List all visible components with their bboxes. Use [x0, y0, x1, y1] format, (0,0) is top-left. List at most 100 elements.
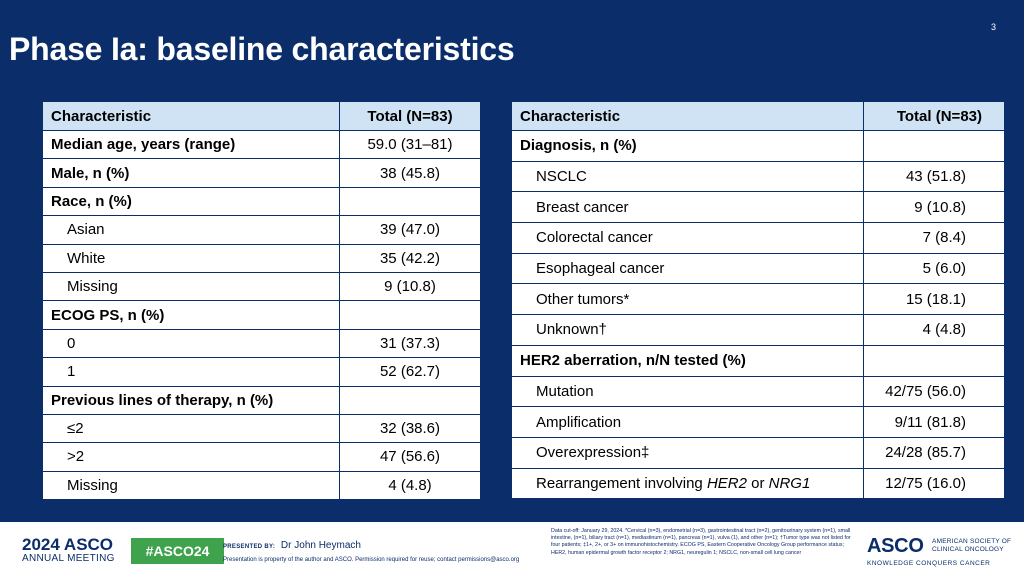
footnote: Data cut-off: January 29, 2024. *Cervica… [551, 528, 851, 556]
table-row: 1 52 (62.7) [42, 357, 481, 387]
table-row: Overexpression‡ 24/28 (85.7) [511, 436, 1005, 469]
table-row: Rearrangement involving HER2 or NRG1 12/… [511, 467, 1005, 500]
row-value [339, 385, 481, 415]
row-label: Overexpression‡ [511, 436, 864, 469]
header-characteristic: Characteristic [42, 101, 340, 131]
row-value: 38 (45.8) [339, 158, 481, 188]
row-label: Breast cancer [511, 191, 864, 224]
table-row: Diagnosis, n (%) [511, 130, 1005, 162]
header-total: Total (N=83) [863, 101, 1005, 131]
property-notice: Presentation is property of the author a… [223, 557, 520, 563]
table-row: Esophageal cancer 5 (6.0) [511, 252, 1005, 285]
table-row: Previous lines of therapy, n (%) [42, 385, 481, 415]
row-value: 59.0 (31–81) [339, 129, 481, 160]
row-value: 39 (47.0) [339, 215, 481, 245]
table-row: Other tumors* 15 (18.1) [511, 283, 1005, 316]
row-label: Unknown† [511, 314, 864, 346]
row-value: 9 (10.8) [339, 271, 481, 302]
row-value: 9/11 (81.8) [863, 406, 1005, 438]
table-row: White 35 (42.2) [42, 243, 481, 273]
table-row: Missing 4 (4.8) [42, 470, 481, 501]
row-value: 5 (6.0) [863, 252, 1005, 285]
row-value: 12/75 (16.0) [863, 467, 1005, 500]
row-value: 47 (56.6) [339, 442, 481, 472]
row-label: Race, n (%) [42, 186, 340, 217]
meeting-brand: 2024 ASCO [22, 535, 114, 554]
table-row: NSCLC 43 (51.8) [511, 160, 1005, 193]
header-total: Total (N=83) [339, 101, 481, 131]
row-label: Other tumors* [511, 283, 864, 316]
row-label: Male, n (%) [42, 158, 340, 188]
row-value: 52 (62.7) [339, 357, 481, 387]
table-row: Breast cancer 9 (10.8) [511, 191, 1005, 224]
row-value: 15 (18.1) [863, 283, 1005, 316]
row-label: Esophageal cancer [511, 252, 864, 285]
row-label: Missing [42, 271, 340, 302]
row-label: >2 [42, 442, 340, 472]
gene-name-her2: HER2 [706, 474, 747, 492]
row-label: Rearrangement involving HER2 or NRG1 [511, 467, 864, 500]
row-value [339, 300, 481, 330]
presented-by: PRESENTED BY: Dr John Heymach [223, 540, 361, 551]
table-row: ≤2 32 (38.6) [42, 413, 481, 444]
row-value [863, 344, 1005, 377]
row-label: Median age, years (range) [42, 129, 340, 160]
row-value: 4 (4.8) [863, 314, 1005, 346]
row-label: 0 [42, 328, 340, 359]
society-line-1: AMERICAN SOCIETY OF [932, 538, 1012, 545]
row-label: Mutation [511, 375, 864, 408]
table-row: >2 47 (56.6) [42, 442, 481, 472]
table-row: Colorectal cancer 7 (8.4) [511, 222, 1005, 254]
society-line-2: CLINICAL ONCOLOGY [932, 546, 1004, 553]
presented-by-label: PRESENTED BY: [223, 544, 276, 550]
row-label: 1 [42, 357, 340, 387]
table-row: Median age, years (range) 59.0 (31–81) [42, 129, 481, 160]
row-value: 31 (37.3) [339, 328, 481, 359]
presenter-name: Dr John Heymach [280, 540, 361, 551]
asco-annual-meeting-logo: 2024 ASCO ANNUAL MEETING [22, 536, 115, 565]
row-value: 32 (38.6) [339, 413, 481, 444]
row-value: 9 (10.8) [863, 191, 1005, 224]
row-label: Colorectal cancer [511, 222, 864, 254]
table-row: Mutation 42/75 (56.0) [511, 375, 1005, 408]
row-value [863, 130, 1005, 162]
row-label: ≤2 [42, 413, 340, 444]
asco-tagline: KNOWLEDGE CONQUERS CANCER [867, 560, 991, 567]
table-row: Unknown† 4 (4.8) [511, 314, 1005, 346]
table-row: ECOG PS, n (%) [42, 300, 481, 330]
row-value: 35 (42.2) [339, 243, 481, 273]
table-row: Missing 9 (10.8) [42, 271, 481, 302]
table-row: Amplification 9/11 (81.8) [511, 406, 1005, 438]
table-header-row: Characteristic Total (N=83) [511, 101, 1005, 131]
page-number: 3 [990, 22, 996, 32]
label-text: Rearrangement involving [536, 474, 707, 492]
baseline-table-right: Characteristic Total (N=83) Diagnosis, n… [511, 101, 1005, 500]
slide-background: 3 Phase Ia: baseline characteristics Cha… [0, 0, 1024, 522]
table-row: Race, n (%) [42, 186, 481, 217]
row-label: ECOG PS, n (%) [42, 300, 340, 330]
row-label: Asian [42, 215, 340, 245]
slide-title: Phase Ia: baseline characteristics [9, 31, 515, 67]
asco-wordmark: ASCO [867, 535, 924, 557]
header-characteristic: Characteristic [511, 101, 864, 131]
row-label: Amplification [511, 406, 864, 438]
row-label: Previous lines of therapy, n (%) [42, 385, 340, 415]
row-label: White [42, 243, 340, 273]
row-value: 42/75 (56.0) [863, 375, 1005, 408]
table-row: Male, n (%) 38 (45.8) [42, 158, 481, 188]
row-value: 4 (4.8) [339, 470, 481, 501]
table-row: Asian 39 (47.0) [42, 215, 481, 245]
row-label: NSCLC [511, 160, 864, 193]
row-value: 43 (51.8) [863, 160, 1005, 193]
row-value: 24/28 (85.7) [863, 436, 1005, 469]
meeting-name: ANNUAL MEETING [22, 553, 115, 564]
hashtag-badge: #ASCO24 [131, 538, 224, 564]
table-row: HER2 aberration, n/N tested (%) [511, 344, 1005, 377]
table-row: 0 31 (37.3) [42, 328, 481, 359]
row-label: HER2 aberration, n/N tested (%) [511, 344, 864, 377]
label-text: or [746, 474, 769, 492]
gene-name-nrg1: NRG1 [768, 474, 811, 492]
table-header-row: Characteristic Total (N=83) [42, 101, 481, 131]
asco-society-name: AMERICAN SOCIETY OF CLINICAL ONCOLOGY [932, 538, 1011, 554]
row-value: 7 (8.4) [863, 222, 1005, 254]
